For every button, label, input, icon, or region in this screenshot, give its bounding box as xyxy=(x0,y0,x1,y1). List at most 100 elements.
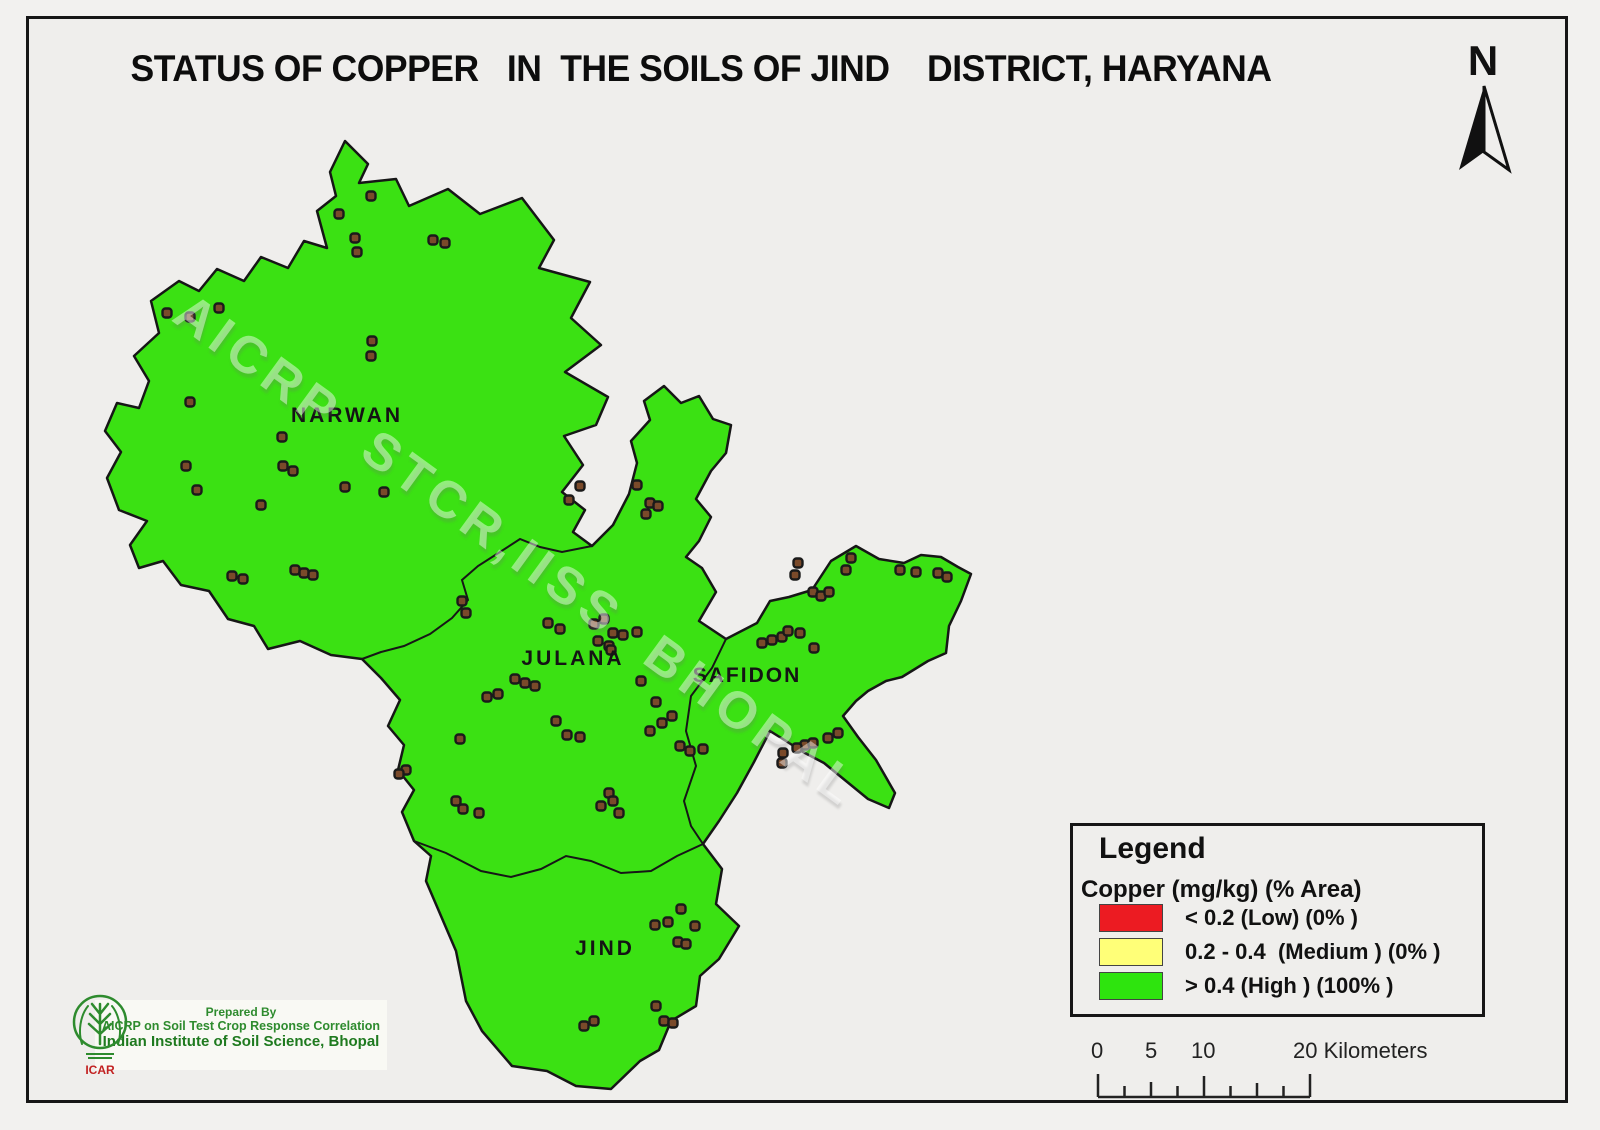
sample-point xyxy=(932,567,944,579)
scale-label-0: 0 xyxy=(1091,1038,1104,1063)
sample-point xyxy=(349,232,361,244)
icar-logo: ICAR xyxy=(72,994,128,1077)
sample-point xyxy=(792,557,804,569)
sample-point xyxy=(473,807,485,819)
sample-point xyxy=(289,564,301,576)
sample-point xyxy=(276,431,288,443)
sample-point xyxy=(298,567,310,579)
sample-point xyxy=(519,677,531,689)
sample-point xyxy=(561,729,573,741)
icar-logo-text: ICAR xyxy=(85,1063,115,1077)
sample-point xyxy=(563,494,575,506)
legend-label-low: < 0.2 (Low) (0% ) xyxy=(1185,905,1358,930)
sample-point xyxy=(588,618,600,630)
sample-point xyxy=(650,1000,662,1012)
sample-point xyxy=(365,190,377,202)
sample-point xyxy=(574,480,586,492)
scale-label-20: 20 Kilometers xyxy=(1293,1038,1428,1063)
sample-point xyxy=(680,938,692,950)
sample-point xyxy=(180,460,192,472)
sample-point xyxy=(776,757,788,769)
boundary-narwan-julana xyxy=(361,537,593,660)
sample-point xyxy=(675,903,687,915)
sample-point xyxy=(226,570,238,582)
legend-label-medium: 0.2 - 0.4 (Medium ) (0% ) xyxy=(1185,939,1441,964)
sample-point xyxy=(457,803,469,815)
sample-point xyxy=(894,564,906,576)
sample-point xyxy=(365,350,377,362)
sample-point xyxy=(684,745,696,757)
sample-point xyxy=(667,1017,679,1029)
sample-point xyxy=(832,727,844,739)
sample-point xyxy=(807,737,819,749)
sample-point xyxy=(277,460,289,472)
sample-point xyxy=(941,571,953,583)
sample-point xyxy=(598,613,610,625)
sample-point xyxy=(607,627,619,639)
sample-point xyxy=(845,552,857,564)
legend-item-medium: 0.2 - 0.4 (Medium ) (0% ) xyxy=(1099,938,1441,966)
scale-bar xyxy=(1096,1074,1312,1099)
sample-point xyxy=(542,617,554,629)
region-label-julana: JULANA xyxy=(521,647,624,670)
district-outline xyxy=(103,139,973,1091)
sample-point xyxy=(287,465,299,477)
sample-point xyxy=(393,768,405,780)
sample-point xyxy=(617,629,629,641)
sample-point xyxy=(652,500,664,512)
north-indicator: N xyxy=(1448,40,1518,179)
legend-subtitle: Copper (mg/kg) (% Area) xyxy=(1081,876,1362,903)
sample-point xyxy=(454,733,466,745)
sample-point xyxy=(554,623,566,635)
sample-point xyxy=(640,508,652,520)
sample-point xyxy=(378,486,390,498)
sample-point xyxy=(339,481,351,493)
sample-point xyxy=(439,237,451,249)
sample-point xyxy=(791,742,803,754)
sample-point xyxy=(255,499,267,511)
scale-label-10: 10 xyxy=(1191,1038,1216,1063)
sample-point xyxy=(456,595,468,607)
sample-point xyxy=(823,586,835,598)
sample-point xyxy=(333,208,345,220)
sample-point xyxy=(910,566,922,578)
sample-point xyxy=(460,607,472,619)
sample-point xyxy=(613,807,625,819)
sample-point xyxy=(550,715,562,727)
scale-label-5: 5 xyxy=(1145,1038,1158,1063)
sample-point xyxy=(631,479,643,491)
north-arrow-icon xyxy=(1459,85,1512,174)
sample-point xyxy=(756,637,768,649)
sample-point xyxy=(697,743,709,755)
sample-point xyxy=(351,246,363,258)
sample-point xyxy=(213,302,225,314)
sample-point xyxy=(644,725,656,737)
sample-point xyxy=(307,569,319,581)
sample-point xyxy=(184,396,196,408)
sample-point xyxy=(689,920,701,932)
credits-box: Prepared By AICRP on Soil Test Crop Resp… xyxy=(95,1000,387,1070)
sample-point xyxy=(578,1020,590,1032)
sample-point xyxy=(607,795,619,807)
sample-point xyxy=(592,635,604,647)
sample-point xyxy=(777,747,789,759)
legend-swatch-high xyxy=(1099,972,1163,1000)
sample-point xyxy=(427,234,439,246)
sample-points-layer xyxy=(161,190,953,1032)
sample-point xyxy=(650,696,662,708)
sample-point xyxy=(631,626,643,638)
credits-prepared-by: Prepared By xyxy=(205,1005,277,1019)
sample-point xyxy=(481,691,493,703)
region-label-jind: JIND xyxy=(575,937,635,960)
sample-point xyxy=(822,732,834,744)
sample-point xyxy=(789,569,801,581)
sample-point xyxy=(766,634,778,646)
legend: Legend Copper (mg/kg) (% Area) < 0.2 (Lo… xyxy=(1070,823,1485,1017)
map-title: STATUS OF COPPER IN THE SOILS OF JIND DI… xyxy=(130,48,1272,89)
sample-point xyxy=(662,916,674,928)
sample-point xyxy=(450,795,462,807)
region-label-safidon: SAFIDON xyxy=(693,664,802,687)
sample-point xyxy=(674,740,686,752)
sample-point xyxy=(635,675,647,687)
